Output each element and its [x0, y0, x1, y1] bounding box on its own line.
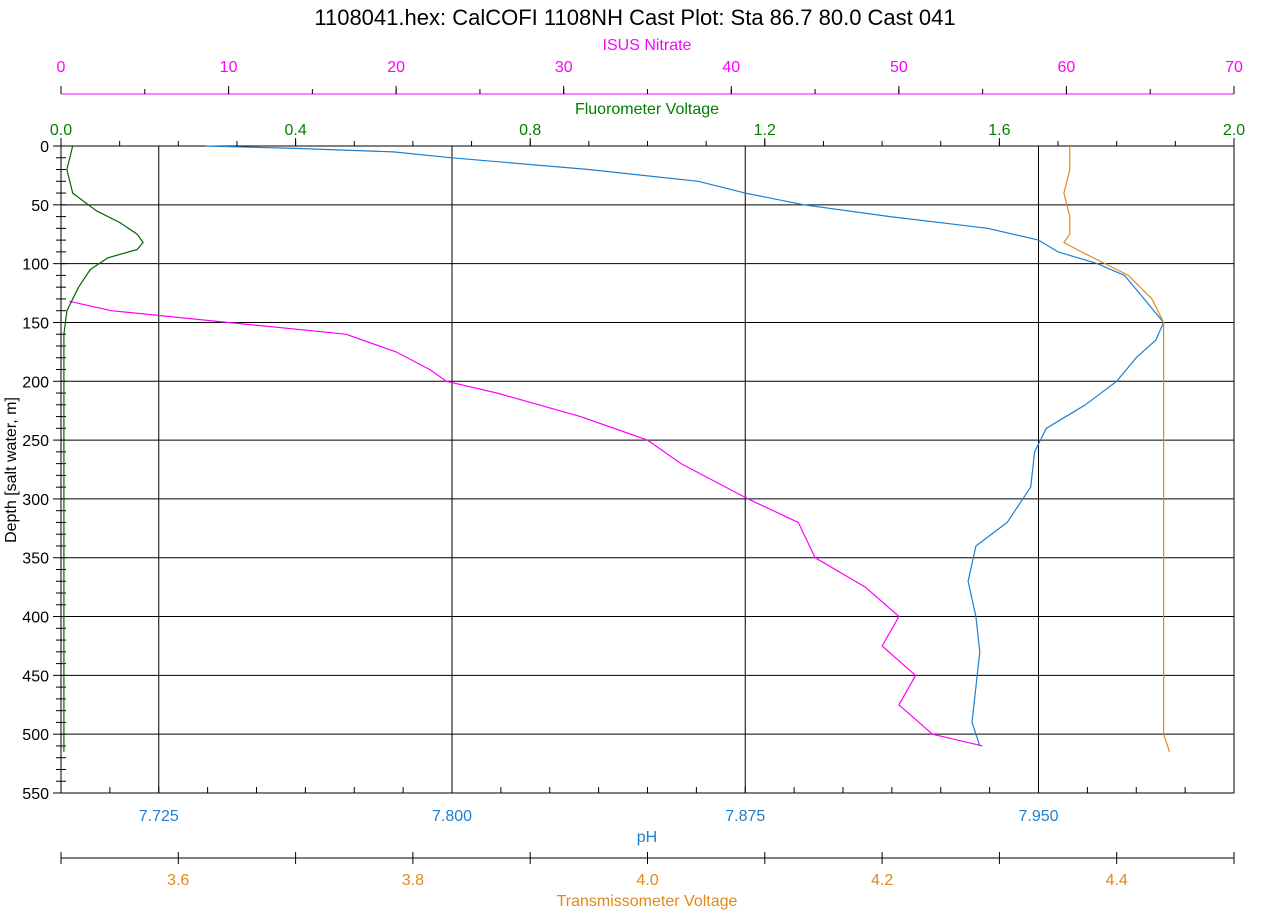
depth-tick-label: 500 — [22, 727, 49, 744]
depth-axis-label: Depth [salt water, m] — [3, 397, 20, 543]
nitrate-tick-label: 20 — [387, 59, 405, 76]
depth-tick-label: 400 — [22, 610, 49, 627]
series-lines — [63, 145, 1171, 752]
ph-tick-label: 7.800 — [432, 808, 472, 825]
ph-tick-label: 7.725 — [139, 808, 179, 825]
fluor-tick-label: 0.4 — [284, 122, 306, 139]
ph-tick-label: 7.875 — [725, 808, 765, 825]
depth-tick-label: 550 — [22, 786, 49, 803]
fluor-tick-label: 1.2 — [754, 122, 776, 139]
depth-tick-label: 100 — [22, 257, 49, 274]
chart-title: 1108041.hex: CalCOFI 1108NH Cast Plot: S… — [314, 5, 955, 30]
trans-tick-label: 4.2 — [871, 872, 893, 889]
nitrate-tick-label: 70 — [1225, 59, 1243, 76]
fluor-tick-label: 1.6 — [988, 122, 1010, 139]
trans-tick-label: 4.4 — [1106, 872, 1128, 889]
fluor-tick-label: 0.0 — [50, 122, 72, 139]
nitrate-tick-label: 0 — [57, 59, 66, 76]
depth-tick-label: 350 — [22, 551, 49, 568]
fluorometer-axis-label: Fluorometer Voltage — [575, 101, 719, 118]
nitrate-tick-label: 60 — [1058, 59, 1076, 76]
series-line-nitrate — [69, 300, 983, 747]
ph-axis-label: pH — [637, 829, 657, 846]
depth-tick-label: 300 — [22, 492, 49, 509]
axes: 0 50 100 150 200 250 300 350 400 450 500 550 0 10 20 30… — [22, 59, 1245, 889]
trans-tick-label: 4.0 — [636, 872, 658, 889]
ph-tick-label: 7.950 — [1018, 808, 1058, 825]
depth-tick-label: 50 — [31, 198, 49, 215]
depth-tick-label: 0 — [40, 139, 49, 156]
depth-tick-label: 450 — [22, 668, 49, 685]
gridlines — [60, 145, 1235, 794]
series-line-fluor — [63, 145, 144, 752]
depth-tick-label: 200 — [22, 374, 49, 391]
nitrate-tick-label: 50 — [890, 59, 908, 76]
transmissometer-axis-label: Transmissometer Voltage — [557, 893, 738, 910]
series-line-trans — [1063, 146, 1171, 752]
nitrate-tick-label: 10 — [220, 59, 238, 76]
trans-tick-label: 3.6 — [167, 872, 189, 889]
nitrate-tick-label: 40 — [722, 59, 740, 76]
depth-tick-label: 250 — [22, 433, 49, 450]
depth-tick-label: 150 — [22, 315, 49, 332]
fluor-tick-label: 0.8 — [519, 122, 541, 139]
trans-tick-label: 3.8 — [402, 872, 424, 889]
nitrate-tick-label: 30 — [555, 59, 573, 76]
nitrate-axis-label: ISUS Nitrate — [603, 37, 692, 54]
fluor-tick-label: 2.0 — [1223, 122, 1245, 139]
